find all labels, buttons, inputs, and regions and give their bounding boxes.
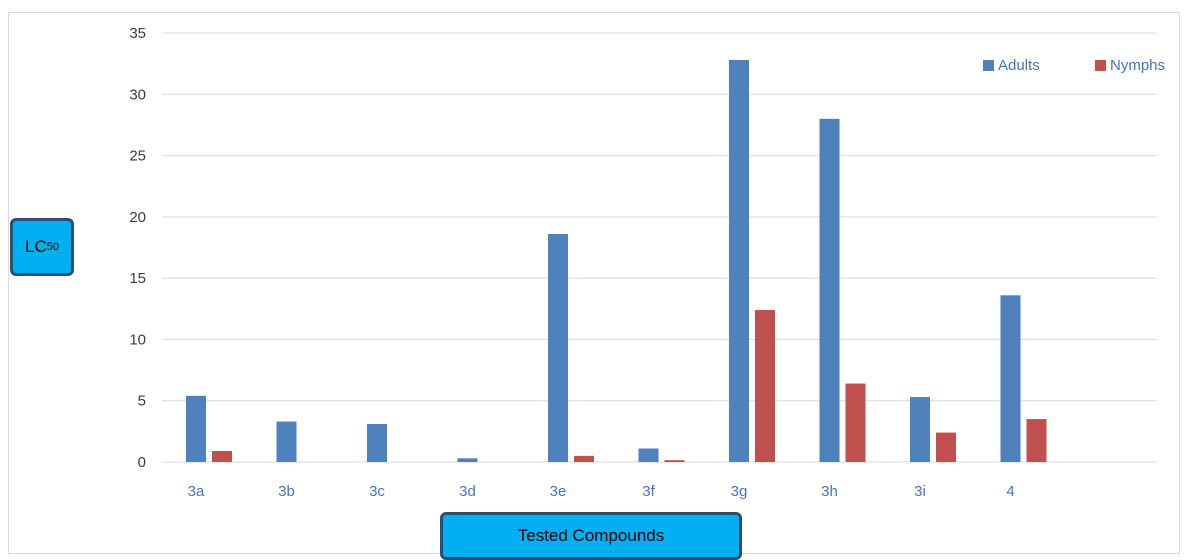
x-axis-label-text: Tested Compounds <box>517 526 665 545</box>
x-tick-label: 3e <box>550 483 567 500</box>
legend-swatch-adults <box>983 60 994 71</box>
bar-nymphs-4 <box>1026 419 1047 462</box>
bar-adults-3a <box>186 395 206 462</box>
y-tick-label: 10 <box>129 331 146 348</box>
x-tick-label: 3d <box>459 483 476 500</box>
y-tick-label: 30 <box>129 86 146 103</box>
x-axis-label: Tested Compounds <box>440 512 742 560</box>
bar-adults-3g <box>729 59 749 463</box>
y-tick-label: 15 <box>129 270 146 287</box>
x-tick-label: 3f <box>642 483 655 500</box>
y-tick-label: 0 <box>138 454 146 471</box>
x-tick-label: 3h <box>821 483 838 500</box>
bar-nymphs-3i <box>936 432 956 462</box>
y-axis-label-text: LC <box>25 237 47 256</box>
x-tick-label: 3g <box>731 483 748 500</box>
x-tick-label: 3a <box>188 483 205 500</box>
y-tick-label: 20 <box>129 209 146 226</box>
y-axis-label-subscript: 50 <box>46 241 59 253</box>
bar-adults-3f <box>638 448 659 462</box>
legend-label-adults: Adults <box>998 57 1040 74</box>
bar-adults-3h <box>819 118 840 463</box>
bar-adults-3b <box>276 421 297 462</box>
bar-nymphs-3f <box>664 460 685 462</box>
bar-adults-3c <box>367 424 387 462</box>
x-tick-label: 3i <box>914 483 926 500</box>
bar-adults-3e <box>548 234 568 462</box>
bar-nymphs-3g <box>755 310 775 462</box>
chart-frame <box>8 12 1180 554</box>
bar-nymphs-3h <box>845 383 866 462</box>
x-tick-label: 3c <box>369 483 385 500</box>
x-tick-label: 4 <box>1006 483 1014 500</box>
bar-adults-3i <box>910 397 930 462</box>
y-tick-label: 5 <box>138 393 146 410</box>
bar-adults-3d <box>457 458 478 462</box>
x-tick-label: 3b <box>278 483 295 500</box>
bar-nymphs-3a <box>212 450 232 462</box>
legend-label-nymphs: Nymphs <box>1110 57 1165 74</box>
y-axis-label: LC 50 <box>10 218 74 276</box>
y-tick-label: 25 <box>129 148 146 165</box>
bar-nymphs-3e <box>574 455 594 462</box>
y-tick-label: 35 <box>129 25 146 42</box>
bar-adults-4 <box>1000 295 1021 462</box>
legend-swatch-nymphs <box>1095 60 1106 71</box>
